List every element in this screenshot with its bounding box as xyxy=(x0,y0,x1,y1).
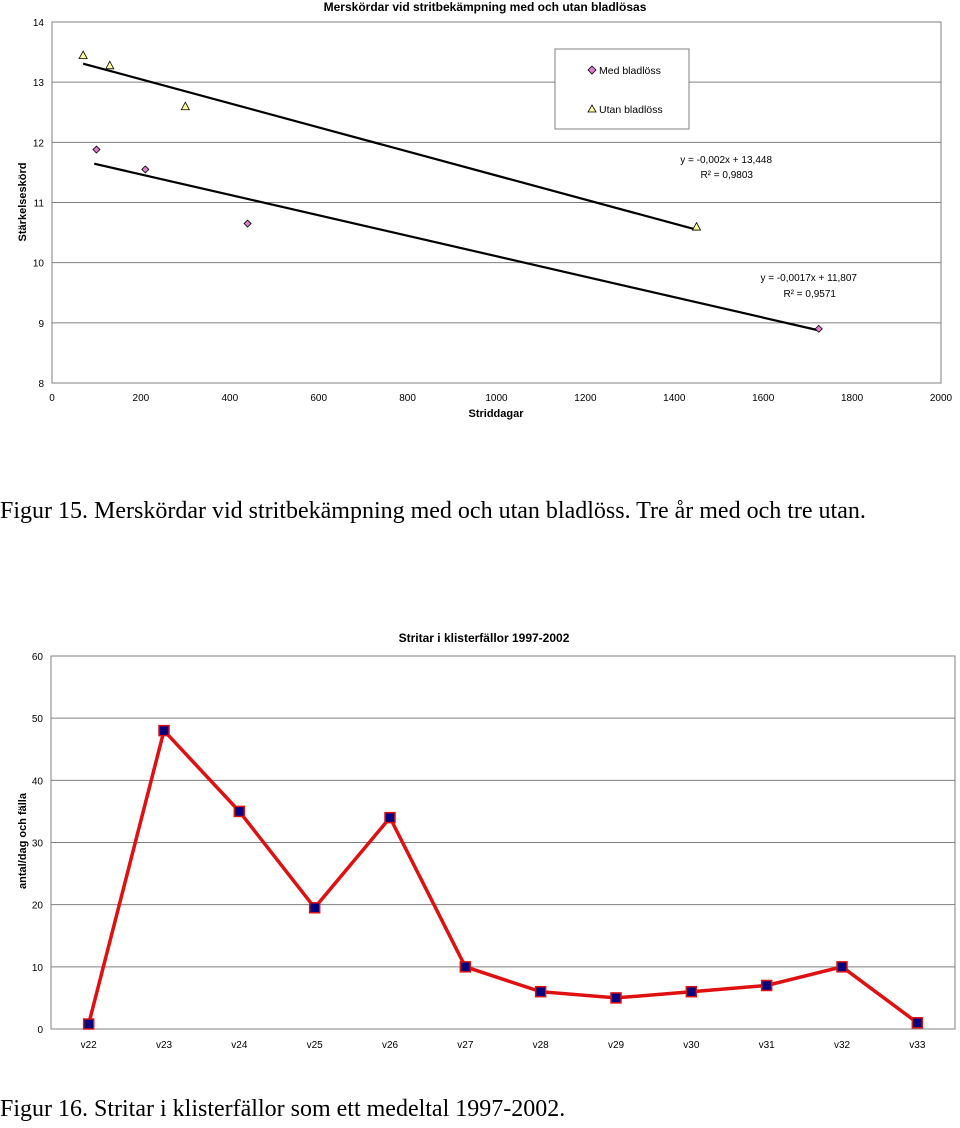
scatter-chart: 8 9 10 11 12 13 14 0 200 400 600 800 1000 1200 1400 16… xyxy=(17,0,953,420)
data-point xyxy=(141,165,150,174)
y-tick-label: 8 xyxy=(38,379,44,390)
legend: Med bladlöss Utan bladlöss xyxy=(554,48,690,130)
r2-med: R² = 0,9571 xyxy=(783,289,836,300)
x-tick-label: 1800 xyxy=(841,393,864,404)
y-tick-label: 14 xyxy=(33,18,45,29)
r2-utan: R² = 0,9803 xyxy=(700,170,753,181)
x-tick-label: 1400 xyxy=(663,393,686,404)
y-tick-label: 0 xyxy=(37,1025,43,1036)
x-tick-label: v23 xyxy=(156,1040,173,1051)
trendline xyxy=(93,162,820,332)
y-tick-label: 13 xyxy=(33,78,45,89)
y-tick-label: 20 xyxy=(32,901,44,912)
legend-triangle-icon xyxy=(587,104,597,113)
line-chart: 0 10 20 30 40 50 60 v22 v23 v24 v25 v26 v27 v28 v29 v3… xyxy=(17,631,956,1051)
y-tick-label: 50 xyxy=(32,714,44,725)
x-tick-label: 200 xyxy=(133,393,150,404)
y-tick-label: 10 xyxy=(32,963,44,974)
equation-utan: y = -0,002x + 13,448 xyxy=(680,155,772,166)
data-point xyxy=(180,101,191,111)
legend-label-med: Med bladlöss xyxy=(599,65,661,77)
data-point xyxy=(384,811,396,824)
data-point xyxy=(911,1017,924,1029)
data-point xyxy=(534,985,547,998)
x-tick-label: 1000 xyxy=(485,393,508,404)
trendline-label-med: y = -0,0017x + 11,807 R² = 0,9571 xyxy=(760,273,857,300)
legend-diamond-icon xyxy=(587,65,597,75)
trendline-label-utan: y = -0,002x + 13,448 R² = 0,9803 xyxy=(680,155,772,181)
data-point xyxy=(308,902,321,914)
series-line xyxy=(86,727,919,1025)
legend-label-utan: Utan bladlöss xyxy=(599,104,663,116)
equation-med: y = -0,0017x + 11,807 xyxy=(760,273,857,284)
x-tick-label: v29 xyxy=(608,1040,625,1051)
plot-area-border xyxy=(51,21,942,384)
y-tick-label: 60 xyxy=(32,652,44,663)
x-tick-label: 0 xyxy=(49,393,55,404)
data-point xyxy=(105,60,115,70)
y-tick-label: 11 xyxy=(34,199,45,210)
y-tick-label: 12 xyxy=(33,138,45,149)
plot-area-border xyxy=(50,655,956,1030)
y-tick-label: 10 xyxy=(33,259,45,270)
y-tick-label: 30 xyxy=(32,839,44,850)
data-point xyxy=(691,221,702,231)
y-axis-label: Stärkelseskörd xyxy=(17,163,29,242)
x-tick-label: v22 xyxy=(81,1040,98,1051)
x-tick-label: 400 xyxy=(221,393,238,404)
chart-title: Merskördar vid stritbekämpning med och u… xyxy=(324,0,647,14)
data-point xyxy=(760,979,773,992)
x-tick-label: v25 xyxy=(307,1040,324,1051)
x-tick-label: v32 xyxy=(834,1040,851,1051)
trendline xyxy=(82,62,697,231)
data-point xyxy=(610,992,622,1004)
data-point xyxy=(92,145,101,154)
data-point xyxy=(82,1018,95,1030)
data-point xyxy=(814,324,823,333)
data-point xyxy=(243,219,252,228)
y-axis-label: antal/dag och fälla xyxy=(17,792,29,889)
x-tick-label: v26 xyxy=(382,1040,399,1051)
data-point xyxy=(836,961,848,973)
x-tick-label: 800 xyxy=(399,393,416,404)
x-tick-label: v27 xyxy=(457,1040,474,1051)
x-tick-label: 1200 xyxy=(574,393,597,404)
figure-15-caption: Figur 15. Merskördar vid stritbekämpning… xyxy=(0,498,866,524)
x-tick-label: v24 xyxy=(231,1040,248,1051)
data-point xyxy=(158,724,170,737)
legend-box xyxy=(554,48,690,130)
x-tick-label: v30 xyxy=(683,1040,700,1051)
x-axis-label: Striddagar xyxy=(468,408,524,420)
data-point xyxy=(459,961,472,973)
data-point xyxy=(685,985,698,998)
x-tick-label: v33 xyxy=(909,1040,926,1051)
x-tick-label: 1600 xyxy=(752,393,775,404)
x-tick-label: 2000 xyxy=(930,393,953,404)
data-point xyxy=(78,50,88,59)
x-tick-label: v31 xyxy=(759,1040,776,1051)
x-tick-label: 600 xyxy=(310,393,327,404)
data-point xyxy=(233,805,246,818)
y-tick-label: 40 xyxy=(32,776,44,787)
x-tick-label: v28 xyxy=(533,1040,550,1051)
y-tick-label: 9 xyxy=(38,319,44,330)
figure-16-caption: Figur 16. Stritar i klisterfällor som et… xyxy=(0,1096,566,1122)
chart-title: Stritar i klisterfällor 1997-2002 xyxy=(399,631,570,645)
